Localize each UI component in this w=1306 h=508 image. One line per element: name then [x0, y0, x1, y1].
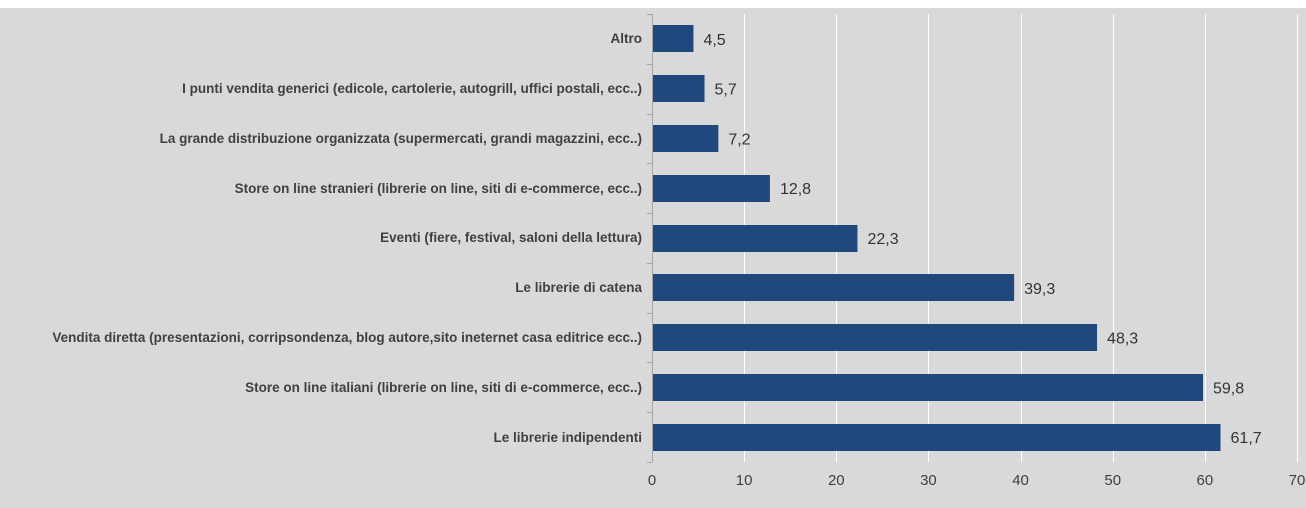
data-label: 48,3 — [1107, 331, 1138, 348]
x-tick-label: 70 — [1289, 472, 1306, 489]
data-label: 22,3 — [867, 231, 898, 248]
category-label-row: Le librerie di catena — [0, 263, 642, 313]
x-tick-label: 60 — [1197, 472, 1214, 489]
data-label: 7,2 — [728, 131, 750, 148]
x-tick-label: 30 — [920, 472, 937, 489]
bar — [653, 274, 1015, 301]
category-label: La grande distribuzione organizzata (sup… — [159, 130, 642, 146]
category-label: I punti vendita generici (edicole, carto… — [182, 81, 642, 97]
bar — [653, 225, 858, 252]
category-label-row: Vendita diretta (presentazioni, corripso… — [0, 313, 642, 363]
category-label-row: Store on line stranieri (librerie on lin… — [0, 163, 642, 213]
category-label-row: Altro — [0, 14, 643, 64]
bar — [653, 424, 1221, 451]
x-tick-label: 0 — [648, 472, 656, 489]
bar — [653, 75, 705, 102]
bar — [653, 374, 1204, 401]
bar — [653, 175, 770, 202]
x-tick-label: 20 — [828, 472, 845, 489]
category-label: Vendita diretta (presentazioni, corripso… — [52, 330, 642, 346]
bars — [653, 25, 1221, 451]
data-label: 61,7 — [1231, 430, 1262, 447]
category-label: Le librerie indipendenti — [493, 429, 642, 445]
data-labels: 4,5 5,7 7,2 12,8 22,3 39,3 48,3 59,8 61,7 — [703, 32, 1261, 447]
category-label-row: Le librerie indipendenti — [0, 412, 642, 462]
x-tick-label: 10 — [736, 472, 753, 489]
data-label: 4,5 — [703, 32, 725, 49]
category-label: Store on line stranieri (librerie on lin… — [234, 180, 642, 196]
category-label-row: Eventi (fiere, festival, saloni della le… — [0, 213, 642, 263]
category-label: Eventi (fiere, festival, saloni della le… — [380, 230, 642, 246]
category-label-row: Store on line italiani (librerie on line… — [0, 362, 642, 412]
x-tick-label: 50 — [1104, 472, 1121, 489]
data-label: 39,3 — [1024, 281, 1055, 298]
x-tick-label: 40 — [1012, 472, 1029, 489]
axes: 0 10 20 30 40 50 60 70 — [647, 14, 1305, 489]
data-label: 59,8 — [1213, 380, 1244, 397]
category-label: Altro — [610, 31, 643, 47]
category-label: Store on line italiani (librerie on line… — [245, 379, 642, 395]
bar — [653, 125, 719, 152]
top-strip — [0, 0, 1306, 8]
bar — [653, 324, 1098, 351]
category-label: Le librerie di catena — [515, 280, 642, 296]
data-label: 5,7 — [715, 82, 737, 99]
data-label: 12,8 — [780, 181, 811, 198]
category-label-row: I punti vendita generici (edicole, carto… — [0, 64, 642, 114]
bar — [653, 25, 694, 52]
category-label-row: La grande distribuzione organizzata (sup… — [0, 114, 642, 164]
